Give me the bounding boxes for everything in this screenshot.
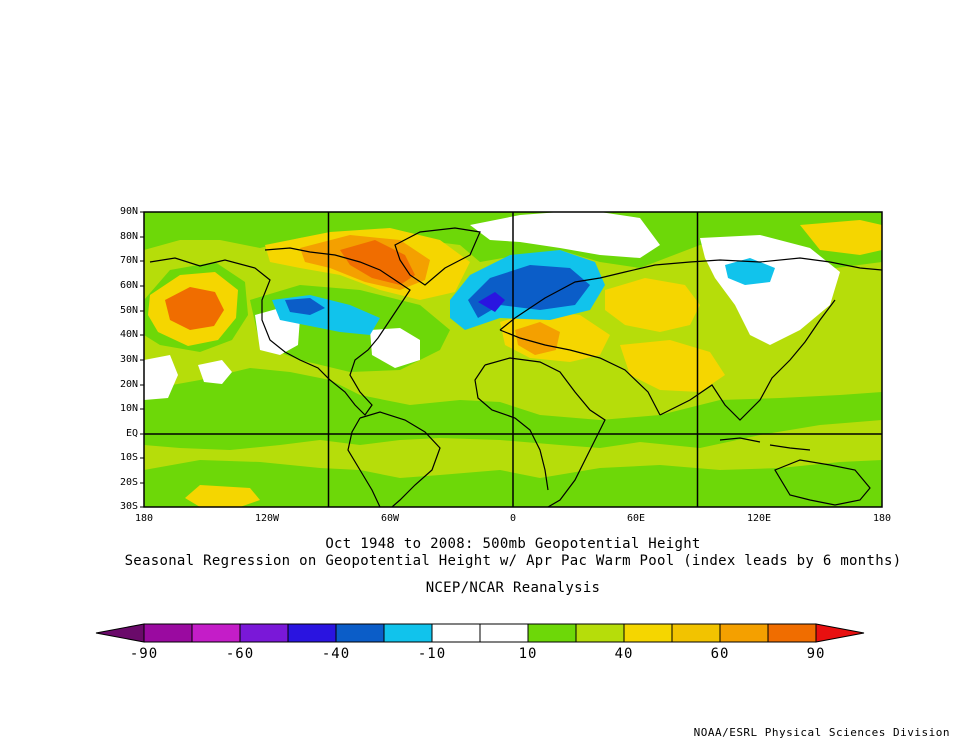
field-yellow-asia	[605, 278, 700, 332]
field-yellow-eqpac	[185, 485, 260, 507]
title-line-2: Seasonal Regression on Geopotential Heig…	[124, 553, 902, 569]
field-white-pac2	[198, 360, 232, 384]
colorbar-swatch	[287, 623, 337, 643]
field-cyan-siberia	[725, 258, 775, 285]
lon-label-180e: 180	[872, 513, 892, 524]
lat-label-20s: 20S	[119, 477, 138, 488]
lat-label-30n: 30N	[119, 354, 138, 365]
field-white-arctic	[470, 212, 660, 258]
field-blue-usa	[285, 298, 325, 315]
lat-ticks	[140, 211, 144, 508]
field-orange-mideast	[515, 322, 560, 355]
lat-label-30s: 30S	[119, 501, 138, 512]
field-white-atlantic	[370, 328, 420, 368]
lat-label-10s: 10S	[119, 452, 138, 463]
colorbar-swatch	[383, 623, 433, 643]
coastlines	[149, 227, 882, 507]
colorbar-swatch	[623, 623, 673, 643]
colorbar-swatch	[431, 623, 481, 643]
credit-text: NOAA/ESRL Physical Sciences Division	[693, 726, 950, 739]
colorbar-label: 60	[710, 646, 730, 662]
field-yellow-arctic	[800, 220, 882, 255]
lat-label-90n: 90N	[119, 206, 138, 217]
field-red-canada	[340, 240, 415, 285]
colorbar-label: 90	[806, 646, 826, 662]
colorbar-label: 10	[518, 646, 538, 662]
lon-label-60e: 60E	[626, 513, 646, 524]
colorbar-high-arrow	[815, 623, 865, 643]
colorbar-swatch	[671, 623, 721, 643]
lat-label-60n: 60N	[119, 280, 138, 291]
lat-label-40n: 40N	[119, 329, 138, 340]
lat-label-80n: 80N	[119, 231, 138, 242]
colorbar-swatch	[143, 623, 193, 643]
lon-label-60w: 60W	[380, 513, 400, 524]
field-yellow-asia2	[620, 340, 725, 392]
colorbar-label: -90	[129, 646, 159, 662]
field-white-pac	[144, 355, 178, 400]
title-line-3: NCEP/NCAR Reanalysis	[425, 580, 601, 596]
lon-label-0: 0	[509, 513, 517, 524]
colorbar	[95, 623, 865, 643]
lat-label-50n: 50N	[119, 305, 138, 316]
colorbar-label: -10	[417, 646, 447, 662]
colorbar-label: 40	[614, 646, 634, 662]
colorbar-swatch	[191, 623, 241, 643]
lat-label-10n: 10N	[119, 403, 138, 414]
colorbar-swatch	[575, 623, 625, 643]
colorbar-swatch	[767, 623, 817, 643]
lat-label-70n: 70N	[119, 255, 138, 266]
field-orange-pacific	[165, 287, 224, 330]
lon-label-180w: 180	[134, 513, 154, 524]
colorbar-swatch	[335, 623, 385, 643]
lat-label-eq: EQ	[125, 428, 138, 439]
lon-label-120e: 120E	[746, 513, 772, 524]
title-line-1: Oct 1948 to 2008: 500mb Geopotential Hei…	[325, 536, 701, 552]
colorbar-label: -40	[321, 646, 351, 662]
colorbar-swatch	[479, 623, 529, 643]
colorbar-swatch	[527, 623, 577, 643]
lat-label-20n: 20N	[119, 379, 138, 390]
colorbar-swatch	[239, 623, 289, 643]
field-deepblue-europe	[478, 292, 505, 312]
colorbar-low-arrow	[95, 623, 145, 643]
colorbar-label: -60	[225, 646, 255, 662]
lon-label-120w: 120W	[254, 513, 280, 524]
colorbar-swatch	[719, 623, 769, 643]
